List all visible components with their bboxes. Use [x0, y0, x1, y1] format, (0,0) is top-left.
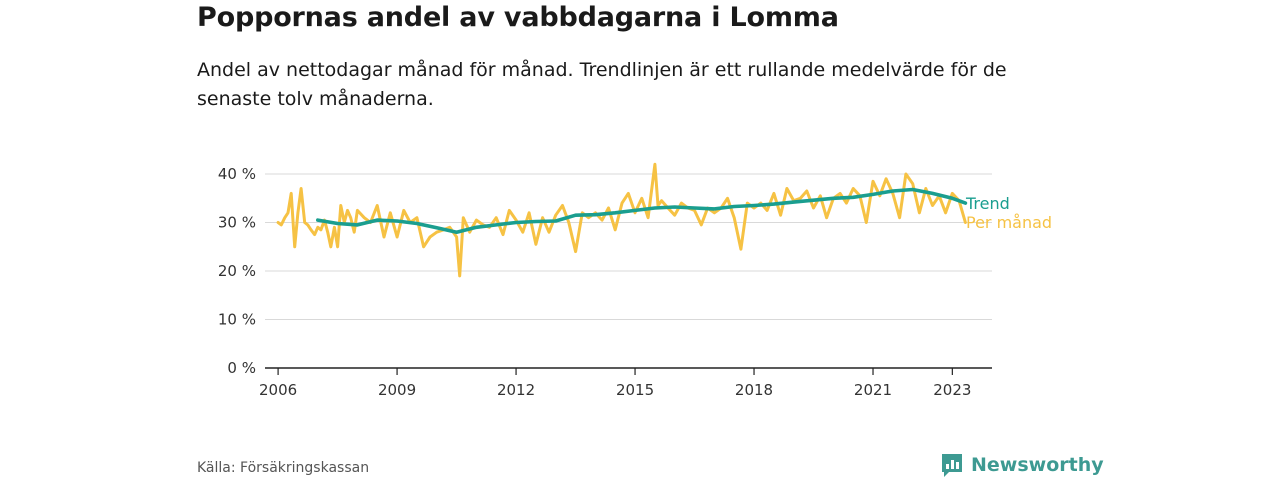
y-tick-label: 20 %	[218, 262, 256, 280]
x-axis-ticks: 2006 2009 2012 2015 2018 2021 2023	[259, 368, 971, 399]
x-tick-label: 2006	[259, 381, 297, 399]
brand-name: Newsworthy	[971, 454, 1104, 476]
x-tick-label: 2012	[497, 381, 535, 399]
chart-subtitle: Andel av nettodagar månad för månad. Tre…	[197, 59, 1007, 110]
gridlines	[265, 173, 992, 369]
newsworthy-icon	[942, 454, 962, 477]
legend-monthly: Per månad	[966, 213, 1052, 232]
series-lines	[276, 162, 968, 278]
y-tick-label: 40 %	[218, 165, 256, 183]
legend-trend: Trend	[965, 194, 1010, 213]
x-tick-label: 2021	[854, 381, 892, 399]
chart-title: Poppornas andel av vabbdagarna i Lomma	[197, 2, 839, 33]
brand-logo[interactable]: Newsworthy	[940, 452, 1104, 478]
y-tick-label: 10 %	[218, 311, 256, 329]
y-tick-label: 0 %	[227, 359, 256, 377]
source-note: Källa: Försäkringskassan	[197, 460, 370, 476]
x-tick-label: 2023	[933, 381, 971, 399]
x-tick-label: 2018	[735, 381, 773, 399]
x-tick-label: 2009	[378, 381, 416, 399]
y-tick-label: 30 %	[218, 214, 256, 232]
trend-line	[315, 187, 968, 234]
x-tick-label: 2015	[616, 381, 654, 399]
y-axis-ticks: 0 % 10 % 20 % 30 % 40 %	[218, 165, 256, 377]
